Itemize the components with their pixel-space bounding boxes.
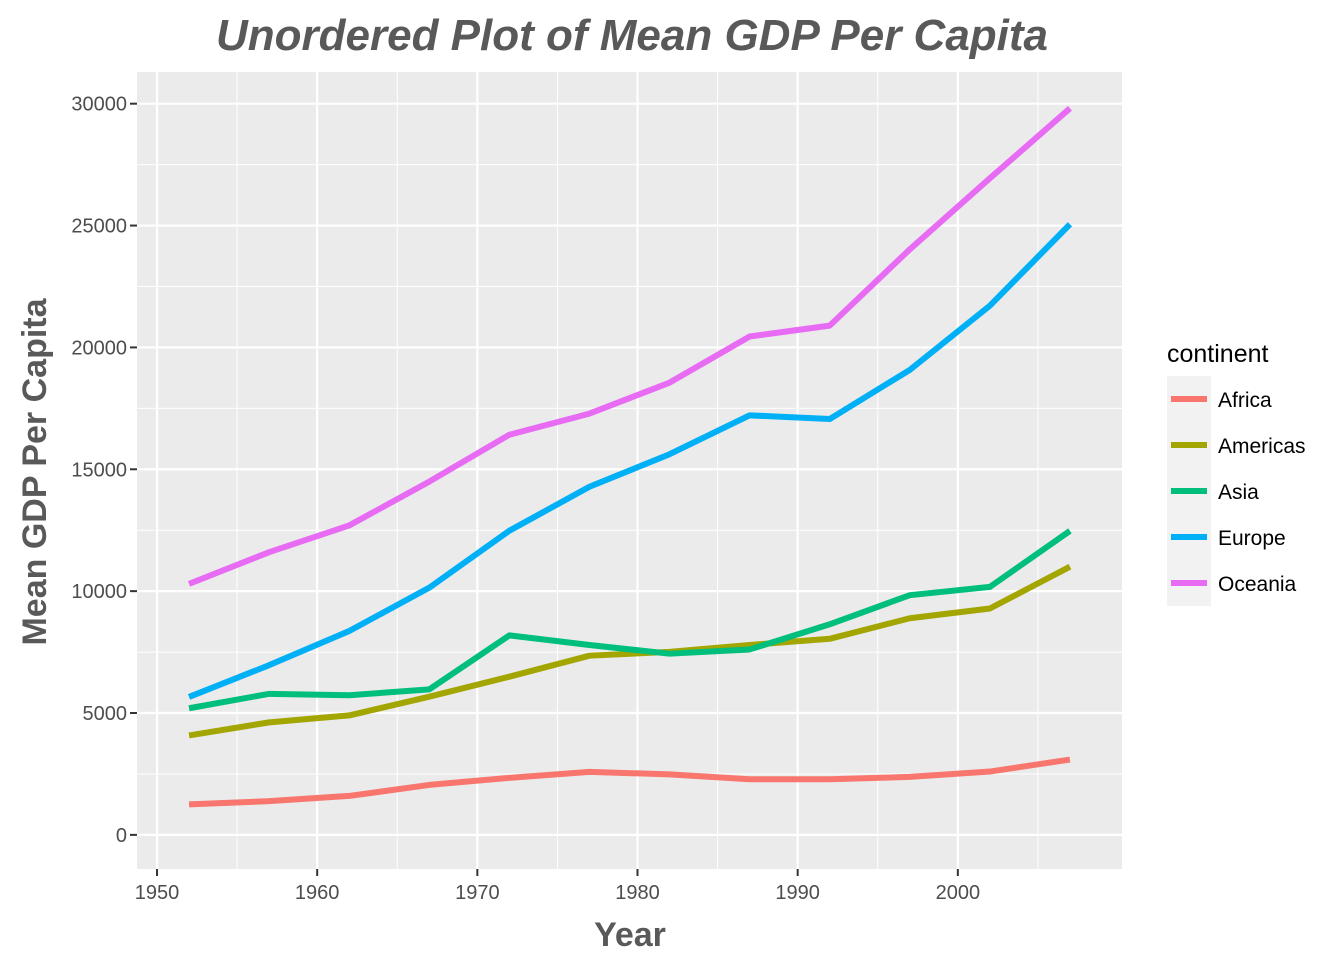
x-axis-title: Year <box>594 916 666 954</box>
series-line-asia <box>188 528 1072 712</box>
legend: continent Africa Americas Asia Europe Oceani… <box>1167 340 1306 606</box>
legend-label-asia: Asia <box>1218 481 1259 504</box>
series-line-oceania <box>187 106 1072 587</box>
x-axis: 1950 1960 1970 1980 1990 2000 <box>135 869 980 904</box>
y-tick-label: 0 <box>116 825 127 847</box>
legend-label-europe: Europe <box>1218 527 1286 550</box>
series-lines <box>187 106 1073 808</box>
x-tick-label: 1950 <box>135 882 180 904</box>
x-tick-label: 1970 <box>455 882 500 904</box>
y-tick-label: 20000 <box>71 337 127 359</box>
legend-label-africa: Africa <box>1218 389 1272 412</box>
y-axis: 0 5000 10000 15000 20000 25000 30000 <box>71 94 137 847</box>
x-tick-label: 1960 <box>295 882 340 904</box>
series-line-americas <box>188 564 1072 739</box>
x-tick-label: 1990 <box>775 882 820 904</box>
chart-title: Unordered Plot of Mean GDP Per Capita <box>216 11 1048 60</box>
y-tick-label: 25000 <box>71 216 127 238</box>
y-axis-title: Mean GDP Per Capita <box>16 297 54 645</box>
y-tick-label: 10000 <box>71 581 127 603</box>
x-tick-label: 2000 <box>936 882 981 904</box>
series-line-africa <box>188 756 1071 808</box>
legend-title: continent <box>1167 340 1269 368</box>
y-tick-label: 5000 <box>83 703 128 725</box>
legend-label-oceania: Oceania <box>1218 573 1297 596</box>
y-tick-label: 15000 <box>71 459 127 481</box>
y-tick-label: 30000 <box>71 94 127 116</box>
legend-label-americas: Americas <box>1218 435 1306 458</box>
x-tick-label: 1980 <box>615 882 660 904</box>
series-line-europe <box>187 222 1073 700</box>
